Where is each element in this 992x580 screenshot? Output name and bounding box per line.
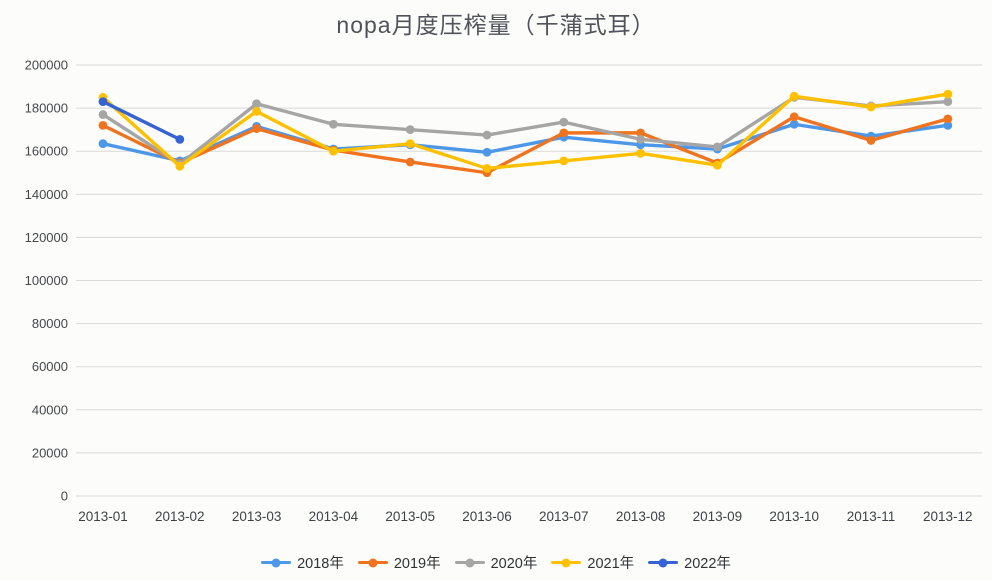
data-point-marker [252, 124, 261, 133]
data-point-marker [789, 91, 799, 101]
data-point-marker [98, 110, 108, 119]
y-tick-label: 80000 [32, 316, 68, 331]
series-line [101, 92, 950, 171]
data-point-marker [713, 160, 722, 170]
legend-item-2022年[interactable]: 2022年 [648, 552, 731, 573]
x-tick-label: 2013-09 [693, 509, 743, 524]
data-point-marker [866, 136, 876, 145]
x-tick-label: 2013-04 [309, 509, 359, 524]
legend-item-2020年[interactable]: 2020年 [454, 552, 538, 573]
chart-legend: 2018年 2019年 2020年 2021年 2022年 [0, 552, 992, 573]
x-tick-label: 2013-06 [462, 509, 512, 524]
data-point-marker [98, 120, 108, 130]
data-point-marker [98, 97, 108, 107]
legend-label: 2021年 [587, 556, 635, 572]
data-point-marker [943, 120, 953, 130]
x-tick-label: 2013-12 [923, 509, 973, 524]
data-point-marker [636, 148, 645, 158]
legend-marker-icon [261, 558, 292, 567]
y-tick-label: 120000 [25, 230, 68, 245]
legend-marker-icon [357, 558, 388, 567]
data-point-marker [98, 139, 108, 149]
x-tick-label: 2013-10 [769, 509, 819, 524]
data-point-marker [713, 142, 722, 152]
data-point-marker [482, 164, 492, 173]
y-tick-label: 40000 [32, 402, 68, 417]
y-tick-label: 140000 [25, 187, 68, 202]
data-point-marker [252, 99, 261, 109]
legend-label: 2020年 [490, 556, 538, 572]
y-tick-label: 0 [61, 489, 68, 504]
data-point-marker [175, 161, 185, 171]
x-tick-label: 2013-11 [847, 509, 896, 524]
y-tick-label: 160000 [25, 144, 68, 159]
legend-dot-icon [561, 558, 571, 567]
x-axis-labels: 2013-01 2013-02 2013-03 2013-04 2013-05 2013-… [78, 509, 972, 524]
data-point-marker [329, 119, 338, 129]
legend-dot-icon [271, 558, 281, 567]
x-tick-label: 2013-05 [385, 509, 435, 524]
legend-label: 2022年 [684, 556, 731, 572]
data-point-marker [559, 128, 569, 138]
legend-item-2018年[interactable]: 2018年 [261, 552, 344, 573]
data-point-marker [789, 112, 799, 122]
legend-label: 2018年 [297, 556, 344, 572]
data-point-marker [559, 117, 569, 127]
x-tick-label: 2013-08 [616, 509, 666, 524]
data-point-marker [329, 146, 338, 156]
gridlines [76, 64, 982, 497]
legend-label: 2019年 [393, 556, 441, 572]
data-point-marker [252, 106, 261, 116]
data-point-marker [482, 130, 492, 140]
legend-item-2021年[interactable]: 2021年 [551, 552, 634, 573]
legend-marker-icon [551, 558, 582, 567]
data-point-marker [405, 139, 415, 149]
series-2022年 [98, 97, 185, 144]
series-line [101, 99, 182, 142]
series-line [101, 122, 950, 163]
y-tick-label: 200000 [25, 58, 68, 73]
legend-dot-icon [368, 558, 378, 567]
legend-marker-icon [648, 558, 679, 567]
data-point-marker [943, 97, 953, 107]
data-point-marker [789, 119, 799, 129]
y-tick-label: 180000 [25, 101, 68, 116]
y-axis-labels: 0 20000 40000 60000 80000 100000 120000 140000 1… [25, 58, 68, 504]
data-point-marker [943, 114, 953, 124]
x-tick-label: 2013-02 [155, 509, 205, 524]
data-point-marker [559, 156, 569, 166]
series-line [101, 115, 950, 175]
data-point-marker [175, 134, 185, 144]
legend-dot-icon [658, 558, 668, 567]
data-point-marker [636, 134, 645, 144]
data-point-marker [405, 125, 415, 135]
y-tick-label: 100000 [25, 273, 68, 288]
x-tick-label: 2013-07 [539, 509, 589, 524]
data-point-marker [943, 89, 953, 99]
series-2021年 [98, 89, 953, 173]
legend-item-2019年[interactable]: 2019年 [357, 552, 441, 573]
data-point-marker [405, 157, 415, 167]
legend-marker-icon [454, 558, 485, 567]
data-point-marker [866, 102, 876, 112]
data-point-marker [482, 147, 492, 157]
chart-title: nopa月度压榨量（千蒲式耳） [336, 12, 656, 38]
y-tick-label: 60000 [32, 359, 68, 374]
legend-dot-icon [465, 558, 475, 567]
x-tick-label: 2013-01 [78, 509, 128, 524]
x-tick-label: 2013-03 [232, 509, 282, 524]
data-point-marker [636, 128, 645, 138]
y-tick-label: 20000 [32, 445, 68, 460]
